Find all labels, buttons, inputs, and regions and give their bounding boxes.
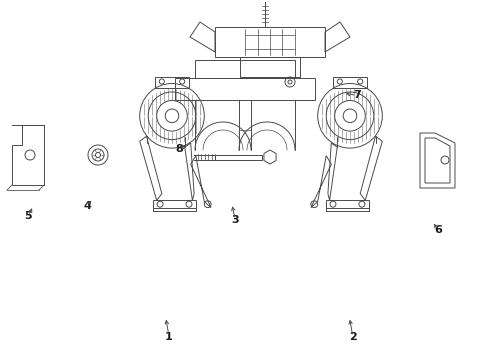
Text: 3: 3 (231, 215, 239, 225)
Text: 2: 2 (349, 332, 357, 342)
Text: 5: 5 (24, 211, 32, 221)
Text: 7: 7 (353, 90, 361, 100)
Text: 4: 4 (83, 201, 91, 211)
Text: 8: 8 (175, 144, 183, 154)
Text: 6: 6 (435, 225, 442, 235)
Text: 1: 1 (165, 332, 173, 342)
